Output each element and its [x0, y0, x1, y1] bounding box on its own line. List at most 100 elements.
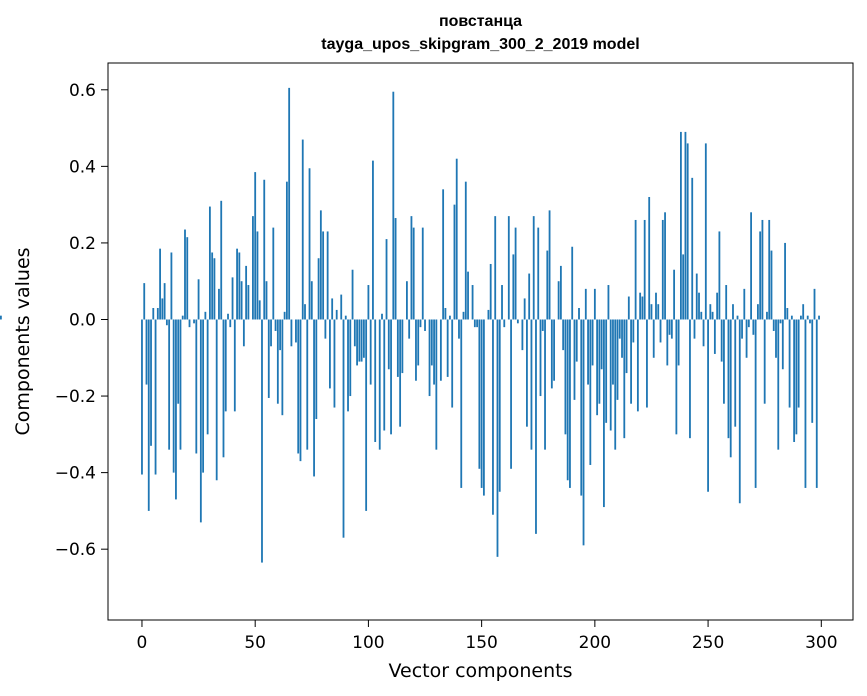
bar-component-264: [738, 319, 741, 504]
bar-component-28: [204, 311, 207, 320]
bar-component-224: [648, 196, 651, 320]
bar-component-232: [666, 319, 669, 366]
bar-component-73: [306, 319, 309, 450]
bar-component-4: [150, 319, 152, 446]
chart-title: повстанца: [438, 13, 523, 30]
bar-component-143: [464, 181, 467, 320]
bar-component-135: [446, 319, 449, 377]
bar-component-190: [571, 246, 574, 320]
x-tick-label: 50: [244, 633, 266, 653]
bar-component-65: [288, 87, 291, 320]
bar-component-243: [691, 177, 694, 320]
bar-component-99: [365, 319, 368, 511]
bar-component-159: [501, 285, 503, 320]
bar-component-205: [605, 319, 608, 423]
bar-component-191: [573, 319, 576, 400]
y-tick-label: 0.6: [69, 81, 96, 101]
bar-component-undefined: [0, 315, 2, 320]
bar-component-153: [487, 309, 490, 320]
bar-component-13: [170, 252, 173, 320]
bar-component-98: [362, 319, 365, 358]
bar-component-170: [526, 319, 528, 427]
bar-component-14: [172, 319, 175, 473]
bar-component-234: [670, 319, 673, 339]
x-axis-label: Vector components: [389, 660, 573, 682]
bar-component-54: [263, 179, 266, 320]
bar-component-43: [238, 252, 241, 320]
bar-component-210: [616, 319, 619, 400]
bar-component-146: [471, 285, 474, 320]
bar-component-281: [777, 319, 780, 450]
bar-component-217: [632, 319, 635, 343]
bar-component-83: [329, 319, 331, 389]
bar-component-144: [467, 271, 469, 320]
bar-component-198: [589, 319, 592, 465]
bar-component-90: [344, 315, 347, 320]
bar-component-204: [603, 319, 605, 508]
bar-component-222: [643, 219, 646, 320]
bar-component-21: [188, 319, 191, 328]
y-tick-label: 0.2: [69, 234, 96, 254]
bar-component-157: [496, 319, 499, 557]
bar-component-284: [784, 242, 786, 320]
bar-component-268: [747, 319, 750, 328]
bar-component-206: [607, 285, 610, 320]
bar-component-19: [184, 229, 186, 320]
bar-component-197: [587, 319, 589, 385]
bar-component-271: [754, 319, 757, 488]
bar-component-58: [272, 227, 275, 320]
bar-component-130: [435, 319, 438, 450]
bar-component-139: [455, 158, 458, 320]
bar-component-46: [245, 265, 248, 320]
bar-component-162: [507, 216, 510, 320]
bar-component-20: [186, 237, 189, 320]
bar-component-105: [378, 319, 381, 450]
bar-component-201: [596, 319, 599, 416]
bar-component-81: [324, 319, 327, 339]
bar-component-111: [392, 91, 395, 320]
bar-component-16: [177, 319, 180, 404]
bar-component-82: [326, 231, 329, 320]
bar-component-253: [713, 319, 716, 354]
bar-component-299: [818, 315, 820, 320]
bar-component-285: [786, 308, 789, 320]
bar-component-289: [795, 319, 798, 435]
bar-component-29: [206, 319, 209, 435]
bar-component-24: [195, 319, 198, 454]
bar-component-220: [639, 292, 642, 320]
bar-component-110: [390, 319, 392, 435]
x-tick-label: 0: [137, 633, 148, 653]
bar-component-86: [335, 309, 338, 320]
bar-component-261: [732, 304, 734, 320]
bar-component-25: [197, 279, 200, 320]
bar-component-174: [535, 319, 537, 534]
bar-component-61: [279, 319, 281, 351]
bar-component-155: [492, 319, 494, 515]
bar-component-228: [657, 304, 660, 320]
bar-component-148: [476, 319, 479, 328]
bar-component-287: [790, 315, 793, 320]
bar-component-283: [781, 319, 784, 370]
bar-component-129: [433, 319, 435, 385]
y-tick-label: −0.6: [55, 540, 96, 560]
bar-component-70: [299, 319, 302, 462]
bar-component-114: [399, 319, 402, 427]
bar-component-30: [208, 206, 211, 320]
bar-component-269: [750, 212, 752, 320]
bar-component-199: [591, 319, 594, 366]
y-axis-ticks: −0.6 −0.4 −0.2 0.0 0.2 0.4 0.6: [55, 81, 108, 560]
bar-component-193: [578, 308, 580, 320]
bar-component-240: [684, 131, 687, 320]
bar-component-216: [630, 319, 632, 404]
bar-component-276: [766, 311, 768, 320]
x-tick-label: 150: [465, 633, 497, 653]
bar-component-237: [677, 319, 680, 366]
bar-component-137: [451, 319, 454, 408]
bar-component-117: [406, 281, 408, 320]
bar-component-64: [285, 181, 288, 320]
bar-component-214: [625, 319, 628, 374]
bar-component-184: [557, 281, 560, 320]
bar-component-17: [179, 319, 182, 450]
bar-component-12: [168, 319, 171, 450]
bar-component-249: [704, 143, 707, 320]
